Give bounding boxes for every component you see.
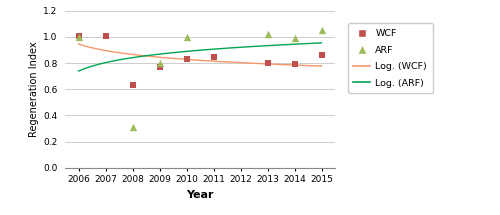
Point	[128, 125, 136, 129]
Point	[264, 61, 272, 65]
Point	[156, 61, 164, 65]
Point	[290, 37, 298, 40]
Point	[210, 55, 218, 58]
Point	[74, 35, 82, 39]
Point	[156, 65, 164, 69]
Point	[74, 34, 82, 37]
Point	[102, 34, 110, 37]
Point	[318, 54, 326, 57]
Y-axis label: Regeneration Index: Regeneration Index	[29, 41, 39, 137]
Point	[264, 33, 272, 36]
Legend: WCF, ARF, Log. (WCF), Log. (ARF): WCF, ARF, Log. (WCF), Log. (ARF)	[348, 23, 432, 93]
Point	[182, 57, 190, 61]
Point	[128, 84, 136, 87]
Point	[290, 63, 298, 66]
Point	[318, 29, 326, 32]
X-axis label: Year: Year	[186, 190, 214, 200]
Point	[182, 35, 190, 39]
